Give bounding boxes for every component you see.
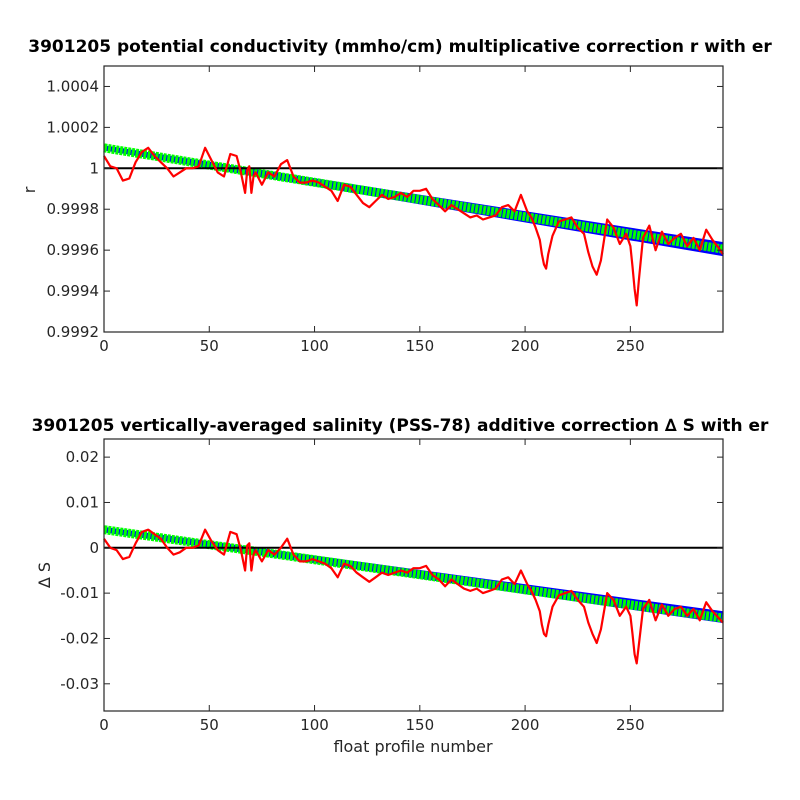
chart-conductivity-correction: 3901205 potential conductivity (mmho/cm)… <box>20 37 772 355</box>
fit-line <box>103 525 724 623</box>
x-tick-label: 200 <box>511 716 540 734</box>
y-tick-label: 0.01 <box>66 493 99 511</box>
chart-title: 3901205 vertically-averaged salinity (PS… <box>32 416 769 436</box>
y-tick-label: 0.9998 <box>47 200 100 218</box>
y-tick-label: 1.0004 <box>47 77 100 95</box>
x-tick-label: 250 <box>616 337 645 355</box>
axes-box <box>103 65 724 333</box>
y-axis-label: r <box>20 186 39 193</box>
fit-line <box>103 143 724 254</box>
x-tick-label: 50 <box>200 337 219 355</box>
y-tick-label: 0.9994 <box>47 282 100 300</box>
plot-area: 0 50 100 150 200 250 0.9992 0.9994 0.9996 0.9998 1… <box>47 65 724 355</box>
y-tick-label: 1 <box>89 159 99 177</box>
y-tick-label: -0.03 <box>60 675 99 693</box>
x-tick-label: 100 <box>300 337 329 355</box>
chart-salinity-correction: 3901205 vertically-averaged salinity (PS… <box>32 416 769 756</box>
y-tick-label: 1.0002 <box>47 118 100 136</box>
axes-box <box>103 438 724 712</box>
x-axis-label: float profile number <box>333 737 493 756</box>
measured-line <box>103 146 724 307</box>
y-tick-label: 0.9992 <box>47 323 100 341</box>
plot-area: 0 50 100 150 200 250 -0.03 -0.02 -0.01 0 0.01 0.02 <box>60 438 724 734</box>
chart-title: 3901205 potential conductivity (mmho/cm)… <box>28 37 772 57</box>
x-tick-label: 0 <box>99 337 109 355</box>
x-tick-label: 200 <box>511 337 540 355</box>
y-tick-label: 0 <box>89 539 99 557</box>
x-tick-label: 0 <box>99 716 109 734</box>
x-tick-label: 150 <box>405 716 434 734</box>
y-tick-label: 0.9996 <box>47 241 100 259</box>
measured-line <box>103 528 724 665</box>
y-axis-label: ∆ S <box>35 562 54 589</box>
x-tick-label: 50 <box>200 716 219 734</box>
x-tick-label: 250 <box>616 716 645 734</box>
y-tick-label: -0.02 <box>60 629 99 647</box>
y-tick-label: 0.02 <box>66 448 99 466</box>
x-tick-label: 100 <box>300 716 329 734</box>
x-tick-label: 150 <box>405 337 434 355</box>
y-tick-label: -0.01 <box>60 584 99 602</box>
